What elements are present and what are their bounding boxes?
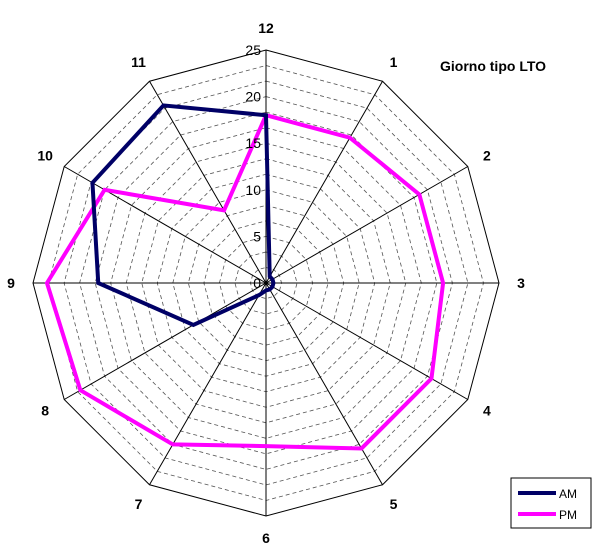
tick-label: 5	[253, 228, 261, 244]
tick-label: 25	[245, 42, 261, 58]
category-label: 11	[131, 54, 146, 70]
series-line-am	[90, 103, 276, 328]
radial-tick-labels: 0 5 10 15 20 25	[245, 42, 261, 291]
grid-spoke	[149, 282, 267, 486]
tick-label: 10	[245, 182, 261, 198]
grid-spoke	[265, 282, 383, 486]
category-label: 1	[390, 54, 398, 70]
grid-spoke	[63, 166, 267, 284]
grid-spoke	[149, 80, 267, 284]
category-label: 8	[41, 403, 49, 419]
category-label: 4	[483, 403, 491, 419]
category-label: 7	[135, 496, 143, 512]
legend-label-pm: PM	[559, 508, 577, 522]
legend: AM PM	[510, 477, 592, 529]
category-label: 10	[37, 148, 53, 164]
grid-spoke	[265, 80, 383, 284]
legend-label-am: AM	[559, 487, 577, 501]
category-label: 5	[390, 496, 398, 512]
tick-label: 20	[245, 89, 261, 105]
grid-spoke	[265, 282, 469, 400]
chart-title: Giorno tipo LTO	[440, 58, 546, 74]
tick-label: 0	[253, 275, 261, 291]
category-label: 12	[258, 20, 274, 36]
category-label: 6	[262, 530, 270, 546]
category-label: 2	[483, 148, 491, 164]
grid	[32, 49, 500, 517]
series-lines	[44, 103, 446, 451]
category-label: 3	[517, 275, 525, 291]
grid-spoke	[63, 282, 267, 400]
tick-label: 15	[245, 135, 261, 151]
legend-box	[510, 477, 592, 529]
category-label: 9	[7, 275, 15, 291]
grid-spoke	[265, 166, 469, 284]
series-line-pm	[44, 112, 446, 451]
